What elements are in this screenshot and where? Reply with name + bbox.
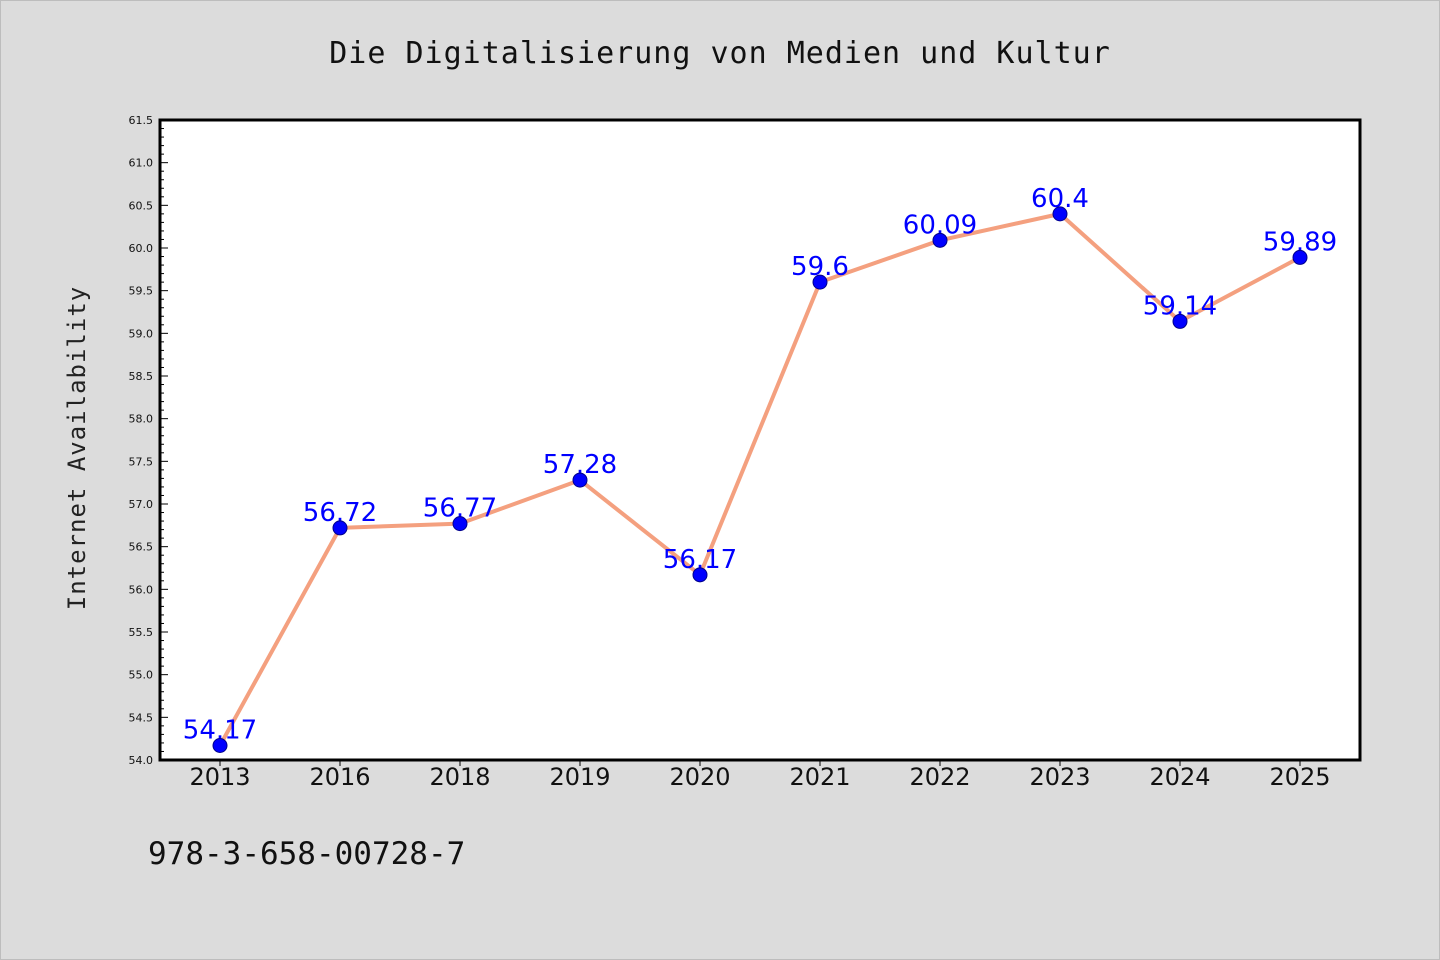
y-tick-label: 59.0 xyxy=(129,327,154,340)
x-axis: 2013 2016 2018 2019 2020 2021 2022 2023 2024 2025 xyxy=(189,760,1331,791)
y-tick-label: 56.0 xyxy=(129,583,154,596)
y-tick-label: 56.5 xyxy=(129,541,154,554)
data-point xyxy=(452,516,468,532)
data-point xyxy=(1172,313,1188,329)
data-point xyxy=(932,232,948,248)
y-tick-label: 55.0 xyxy=(129,669,154,682)
y-tick-label: 60.0 xyxy=(129,242,154,255)
footnote-isbn: 978-3-658-00728-7 xyxy=(148,836,465,872)
y-tick-label: 54.5 xyxy=(129,711,154,724)
y-tick-label: 58.5 xyxy=(129,370,154,383)
x-tick-label: 2021 xyxy=(789,763,850,791)
data-point xyxy=(332,520,348,536)
series-line xyxy=(218,211,1301,747)
y-tick-label: 54.0 xyxy=(129,754,154,767)
plot-frame xyxy=(158,118,1362,762)
x-tick-label: 2013 xyxy=(189,763,250,791)
y-tick-label: 61.5 xyxy=(129,114,154,127)
y-tick-label: 61.0 xyxy=(129,157,154,170)
y-tick-label: 55.5 xyxy=(129,626,154,639)
y-axis: 54.0 54.5 55.0 55.5 56.0 56.5 57.0 57.5 58.0 58.5… xyxy=(129,114,168,767)
x-tick-label: 2018 xyxy=(429,763,490,791)
y-tick-label: 59.5 xyxy=(129,285,154,298)
x-tick-label: 2023 xyxy=(1029,763,1090,791)
y-tick-label: 57.5 xyxy=(129,455,154,468)
y-axis-label: Internet Availability xyxy=(63,286,91,610)
data-point xyxy=(212,737,228,753)
data-point xyxy=(1292,249,1308,265)
x-tick-label: 2020 xyxy=(669,763,730,791)
x-tick-label: 2024 xyxy=(1149,763,1210,791)
plot-area xyxy=(160,120,1360,760)
data-point xyxy=(812,274,828,290)
x-tick-label: 2016 xyxy=(309,763,370,791)
x-tick-label: 2022 xyxy=(909,763,970,791)
data-point xyxy=(572,472,588,488)
x-tick-label: 2025 xyxy=(1269,763,1330,791)
x-tick-label: 2019 xyxy=(549,763,610,791)
y-tick-label: 58.0 xyxy=(129,413,154,426)
y-tick-label: 57.0 xyxy=(129,498,154,511)
y-tick-label: 60.5 xyxy=(129,199,154,212)
data-point xyxy=(1052,206,1068,222)
chart-title: Die Digitalisierung von Medien und Kultu… xyxy=(329,36,1111,71)
data-point xyxy=(692,567,708,583)
